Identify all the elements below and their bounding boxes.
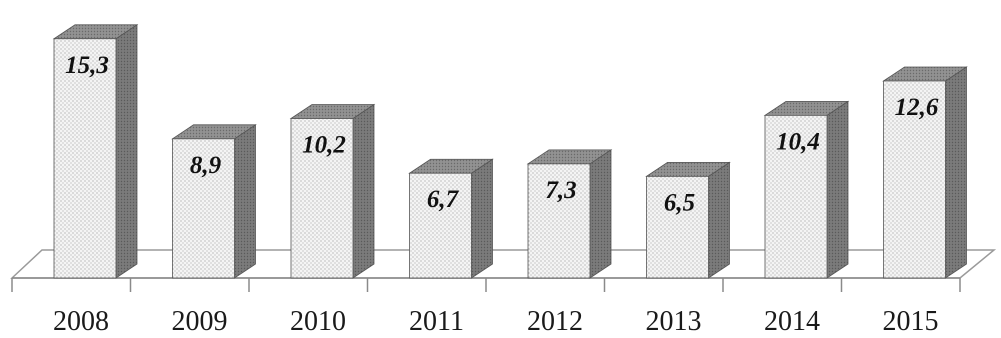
bar-side <box>471 158 493 279</box>
bar-side <box>352 103 375 279</box>
data-label: 8,9 <box>190 152 222 179</box>
x-tick-label: 2010 <box>290 306 346 337</box>
x-tick-label: 2013 <box>646 306 702 337</box>
bar-2010: 10,2 <box>289 103 376 279</box>
bar-2012: 7,3 <box>526 149 613 279</box>
bar-side <box>708 161 730 279</box>
bar-2015: 12,6 <box>882 66 968 279</box>
bar-front <box>53 38 117 279</box>
bar-2014: 10,4 <box>763 100 850 279</box>
bar-front <box>764 114 828 279</box>
bar-series: 15,3 8,9 10,2 6,7 7,3 6,5 10,4 12,6 <box>52 24 968 279</box>
bar-2013: 6,5 <box>645 161 731 279</box>
data-label: 7,3 <box>545 177 576 204</box>
bar-front <box>409 172 472 279</box>
bar-front <box>883 80 946 279</box>
bar-2011: 6,7 <box>408 158 494 279</box>
bar-side <box>826 100 849 279</box>
bar-front <box>172 138 235 279</box>
bar-side <box>589 149 612 279</box>
x-tick-label: 2015 <box>883 306 939 337</box>
x-tick-label: 2009 <box>172 306 228 337</box>
bar-front <box>527 163 591 279</box>
x-tick-label: 2011 <box>409 306 464 337</box>
bar-front <box>646 175 709 279</box>
bar-side <box>115 24 138 279</box>
data-label: 10,2 <box>302 132 346 159</box>
data-label: 12,6 <box>895 94 939 121</box>
bar-2008: 15,3 <box>52 24 139 279</box>
data-label: 10,4 <box>776 128 820 155</box>
bar-2009: 8,9 <box>171 124 257 279</box>
bar-front <box>290 118 354 279</box>
data-label: 6,7 <box>427 186 460 213</box>
data-label: 6,5 <box>664 189 695 216</box>
x-tick-label: 2014 <box>764 306 820 337</box>
x-tick-label: 2008 <box>53 306 109 337</box>
x-tick-label: 2012 <box>527 306 583 337</box>
x-axis-tick-labels: 2008 2009 2010 2011 2012 2013 2014 2015 <box>53 306 939 337</box>
bar-side <box>234 124 256 279</box>
data-label: 15,3 <box>65 52 109 79</box>
bar-side <box>945 66 967 279</box>
